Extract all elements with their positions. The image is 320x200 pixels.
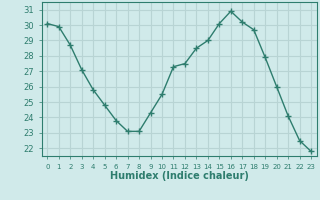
X-axis label: Humidex (Indice chaleur): Humidex (Indice chaleur) [110, 171, 249, 181]
